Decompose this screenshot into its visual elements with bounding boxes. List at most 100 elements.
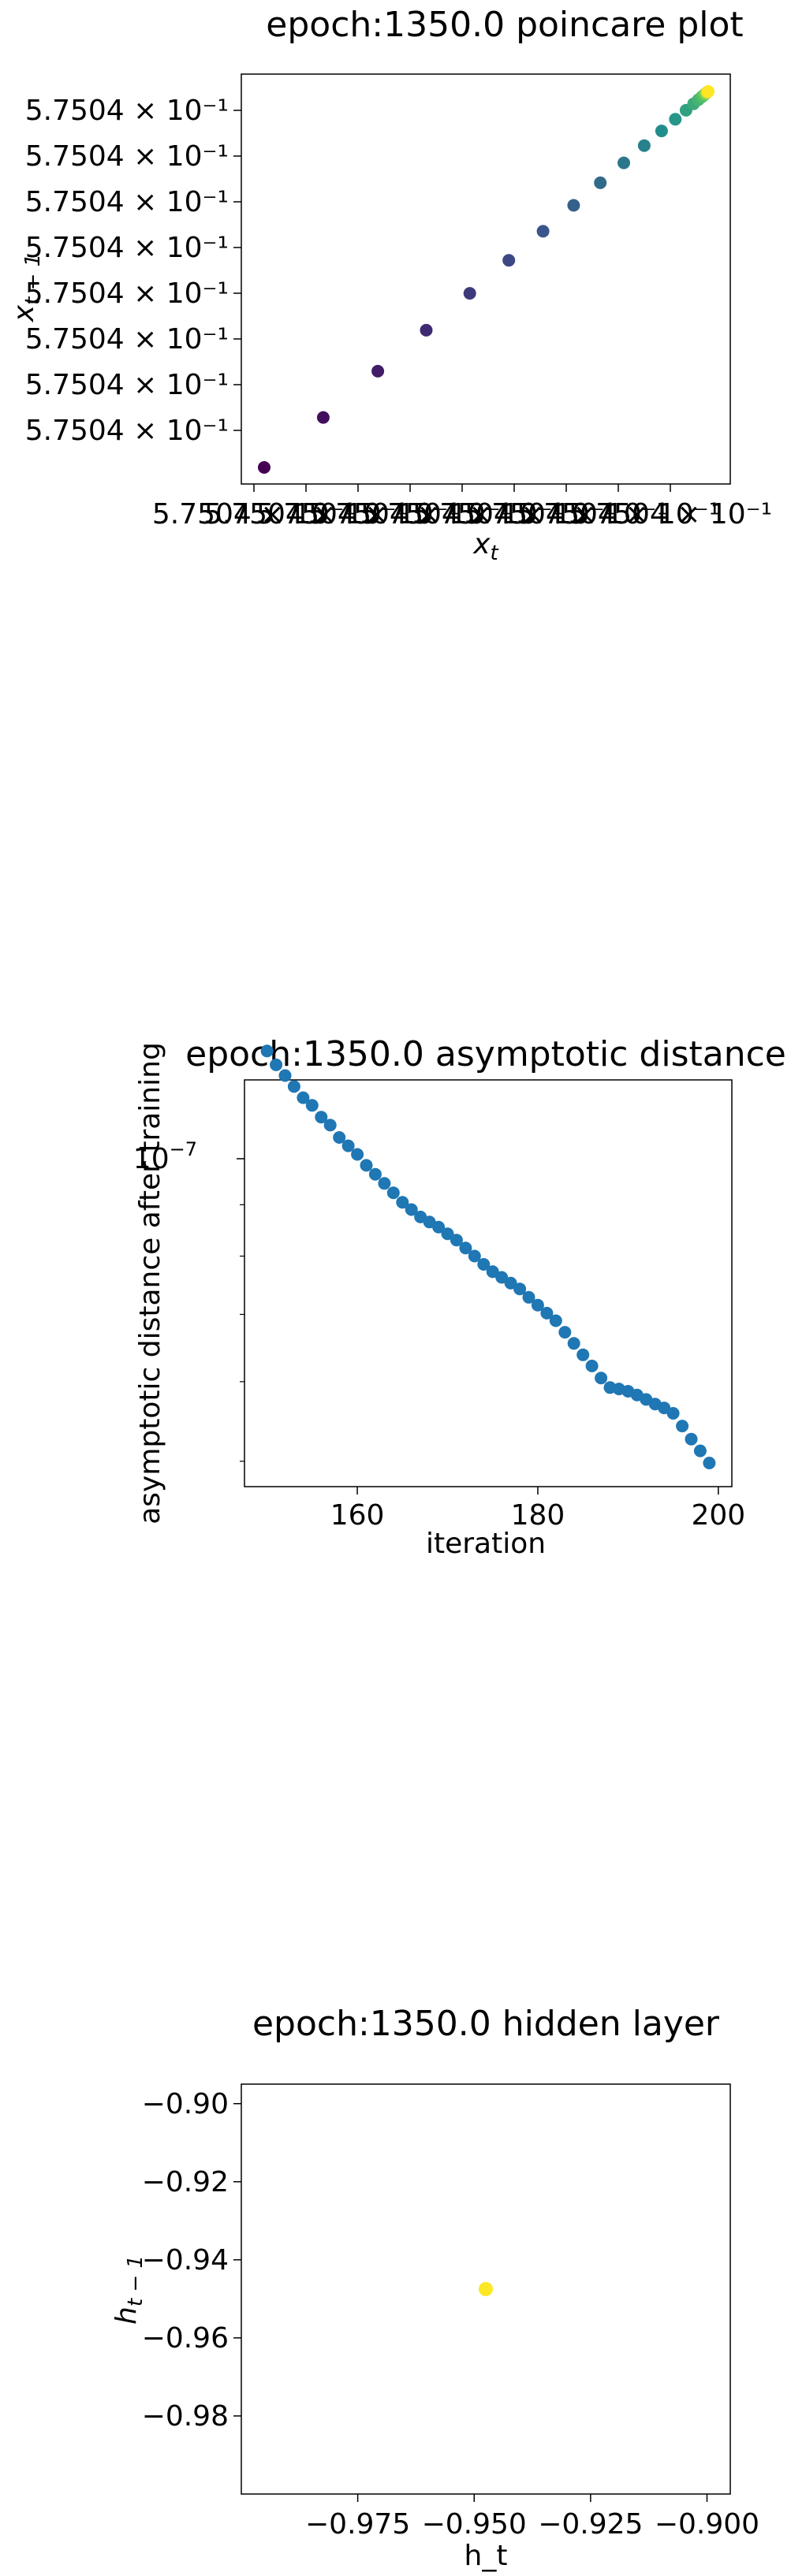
plot-frame (244, 1079, 733, 1487)
poincare-figure: epoch:1350.0 poincare plot 5.7504 × 10⁻¹… (0, 0, 791, 568)
x-tick-label: 180 (511, 1499, 565, 1532)
x-tick-label: −0.900 (655, 2508, 759, 2541)
asymptotic-distance-chart: epoch:1350.0 asymptotic distance 160 180 2… (133, 1034, 786, 1560)
data-point (685, 1432, 698, 1446)
data-point (270, 1058, 283, 1071)
y-tick-labels: −0.98 −0.96 −0.94 −0.92 −0.90 (142, 2088, 241, 2433)
data-point (531, 1298, 544, 1312)
data-point (441, 1227, 454, 1241)
svg-text:asymptotic distance after trai: asymptotic distance after training (134, 1042, 166, 1524)
data-point (368, 1167, 382, 1181)
x-tick-label: 5.7504 × 10⁻¹ (308, 498, 512, 530)
y-tick-label: −0.90 (142, 2088, 229, 2120)
data-point (450, 1234, 463, 1247)
x-axis-label: xt (472, 528, 498, 565)
chart-title: epoch:1350.0 hidden layer (252, 2004, 720, 2044)
y-tick-label: 5.7504 × 10⁻¹ (25, 186, 229, 218)
data-point (468, 1249, 481, 1263)
y-axis-label: ht − 1 (110, 2255, 147, 2325)
y-minor-ticks (240, 1204, 244, 1462)
data-point (315, 1111, 328, 1124)
data-point (666, 1407, 680, 1420)
data-point (558, 1326, 572, 1339)
x-tick-label: −0.925 (538, 2508, 643, 2541)
x-tick-label: 5.7504 × 10⁻¹ (204, 498, 408, 530)
data-point (305, 1099, 319, 1112)
data-point (371, 364, 385, 378)
hidden-layer-figure: epoch:1350.0 hidden layer −0.98 −0.96 −0.9… (0, 2002, 791, 2576)
x-axis-label: h_t (465, 2540, 508, 2572)
y-tick-labels: 5.7504 × 10⁻¹ 5.7504 × 10⁻¹ 5.7504 × 10⁻¹ 5… (25, 95, 241, 447)
y-tick-label: −0.94 (142, 2244, 229, 2276)
data-point (567, 199, 580, 212)
data-point (585, 1359, 599, 1372)
chart-title: epoch:1350.0 asymptotic distance (185, 1034, 786, 1074)
y-axis-label: asymptotic distance after training (134, 1042, 166, 1524)
y-tick-label: 5.7504 × 10⁻¹ (25, 323, 229, 356)
data-point (504, 1276, 517, 1290)
data-point (463, 287, 476, 300)
data-point (341, 1139, 355, 1152)
y-tick-label: −0.92 (142, 2166, 229, 2198)
y-tick-label: 5.7504 × 10⁻¹ (25, 277, 229, 310)
x-tick-label: 5.7504 × 10⁻¹ (569, 498, 772, 530)
plot-frame (241, 73, 731, 485)
scatter-points (258, 85, 715, 474)
data-point (316, 411, 330, 424)
x-tick-label: 5.7504 × 10⁻¹ (465, 498, 668, 530)
data-point (576, 1348, 590, 1361)
data-point (405, 1203, 418, 1216)
y-tick-label: 5.7504 × 10⁻¹ (25, 369, 229, 401)
data-point (522, 1290, 535, 1304)
data-point (297, 1091, 310, 1104)
data-point (676, 1420, 689, 1433)
x-tick-label: 5.7504 × 10⁻¹ (152, 498, 356, 530)
data-point (396, 1196, 409, 1209)
data-point (258, 461, 271, 474)
data-point (360, 1159, 373, 1172)
x-tick-label: 5.7504 × 10⁻¹ (412, 498, 616, 530)
x-axis-label: iteration (426, 1528, 546, 1560)
data-point (595, 1372, 608, 1385)
data-point (703, 1457, 716, 1469)
data-point (540, 1306, 554, 1320)
data-point (287, 1080, 300, 1093)
data-point (495, 1271, 509, 1284)
data-point (536, 225, 550, 238)
x-tick-labels: −0.975 −0.950 −0.925 −0.900 (305, 2494, 759, 2541)
data-point (459, 1241, 472, 1255)
poincare-chart: epoch:1350.0 poincare plot 5.7504 × 10⁻¹… (8, 5, 772, 565)
data-point (594, 176, 607, 189)
data-point (702, 85, 715, 98)
data-point (278, 1069, 292, 1082)
data-point (693, 1444, 707, 1457)
x-tick-label: 160 (330, 1499, 385, 1532)
x-tick-label: −0.950 (422, 2508, 527, 2541)
data-point (420, 323, 433, 337)
plot-frame (241, 2083, 731, 2495)
data-point (567, 1337, 580, 1350)
data-point (655, 125, 668, 138)
asymptotic-distance-figure: epoch:1350.0 asymptotic distance 160 180 2… (0, 1025, 791, 1592)
data-point (386, 1186, 400, 1200)
data-point (618, 156, 630, 169)
x-tick-labels: 160 180 200 (330, 1487, 745, 1532)
x-tick-labels: 5.7504 × 10⁻¹5.7504 × 10⁻¹5.7504 × 10⁻¹5… (152, 484, 772, 530)
data-point (486, 1265, 499, 1279)
data-point (260, 1044, 274, 1058)
svg-text:ht − 1: ht − 1 (110, 2255, 147, 2325)
y-tick-label: 5.7504 × 10⁻¹ (25, 140, 229, 173)
y-tick-label: 5.7504 × 10⁻¹ (25, 95, 229, 127)
svg-text:xt − 1: xt − 1 (8, 254, 45, 322)
x-tick-label: 200 (691, 1499, 745, 1532)
data-point (378, 1177, 391, 1190)
scatter-points (479, 2282, 493, 2296)
y-tick-label: −0.98 (142, 2400, 229, 2433)
scatter-points (260, 1044, 716, 1469)
data-point (549, 1314, 562, 1327)
y-tick-label: 5.7504 × 10⁻¹ (25, 232, 229, 264)
data-point (513, 1282, 527, 1296)
data-point (637, 139, 651, 152)
y-tick-label: −0.96 (142, 2322, 229, 2355)
data-point (432, 1220, 446, 1234)
